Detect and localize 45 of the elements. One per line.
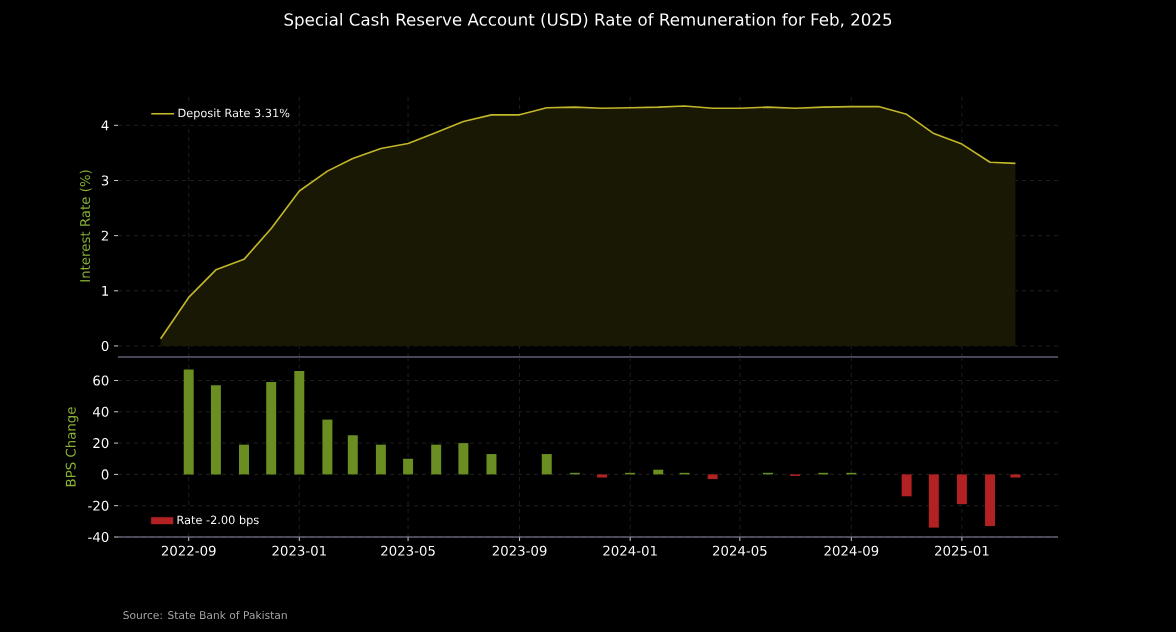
y-tick-label: 1 bbox=[102, 285, 109, 296]
bar bbox=[486, 454, 497, 475]
chart-title: Special Cash Reserve Account (USD) Rate of Remuneration for Feb, 2025 bbox=[284, 12, 892, 30]
y-tick-label: 0 bbox=[101, 340, 109, 352]
bar bbox=[294, 371, 305, 475]
y-tick-label: 3 bbox=[101, 175, 109, 186]
bar bbox=[956, 474, 967, 505]
y-axis-title: Interest Rate (%) bbox=[79, 170, 92, 282]
bar bbox=[597, 474, 608, 478]
bar bbox=[928, 474, 939, 528]
y-tick-label: 4 bbox=[101, 120, 109, 131]
y-tick-label: 2 bbox=[101, 230, 108, 241]
y-tick-label: 60 bbox=[93, 375, 109, 386]
bar bbox=[1010, 474, 1021, 478]
bar bbox=[985, 474, 996, 527]
legend-label: Rate -2.00 bps bbox=[177, 515, 259, 527]
x-tick-label: 2024-01 bbox=[603, 545, 657, 556]
bar bbox=[266, 382, 277, 475]
y-tick-label: -40 bbox=[88, 531, 109, 543]
bar bbox=[707, 474, 718, 480]
bar bbox=[183, 369, 194, 475]
bar bbox=[431, 444, 442, 475]
x-tick-label: 2023-05 bbox=[381, 545, 435, 556]
bar bbox=[239, 444, 249, 475]
source-note: Source: State Bank of Pakistan bbox=[123, 610, 287, 620]
x-tick-label: 2022-09 bbox=[161, 545, 216, 556]
bar bbox=[901, 474, 912, 497]
y-tick-label: 0 bbox=[101, 469, 109, 480]
legend-label: Deposit Rate 3.31% bbox=[178, 108, 290, 120]
y-tick-label: 20 bbox=[93, 438, 109, 449]
bar bbox=[458, 443, 469, 475]
y-axis-title: BPS Change bbox=[65, 407, 79, 487]
bar bbox=[375, 444, 386, 475]
x-tick-label: 2023-09 bbox=[492, 545, 547, 556]
bar bbox=[322, 419, 333, 475]
y-tick-label: -20 bbox=[88, 500, 109, 511]
bar bbox=[347, 435, 358, 475]
bar bbox=[210, 385, 221, 475]
x-tick-label: 2023-01 bbox=[272, 545, 326, 556]
x-tick-label: 2024-05 bbox=[712, 545, 767, 556]
bar bbox=[541, 454, 552, 475]
bar bbox=[403, 458, 414, 475]
x-tick-label: 2024-09 bbox=[824, 545, 879, 556]
x-tick-label: 2025-01 bbox=[935, 545, 989, 556]
y-tick-label: 40 bbox=[92, 406, 109, 417]
